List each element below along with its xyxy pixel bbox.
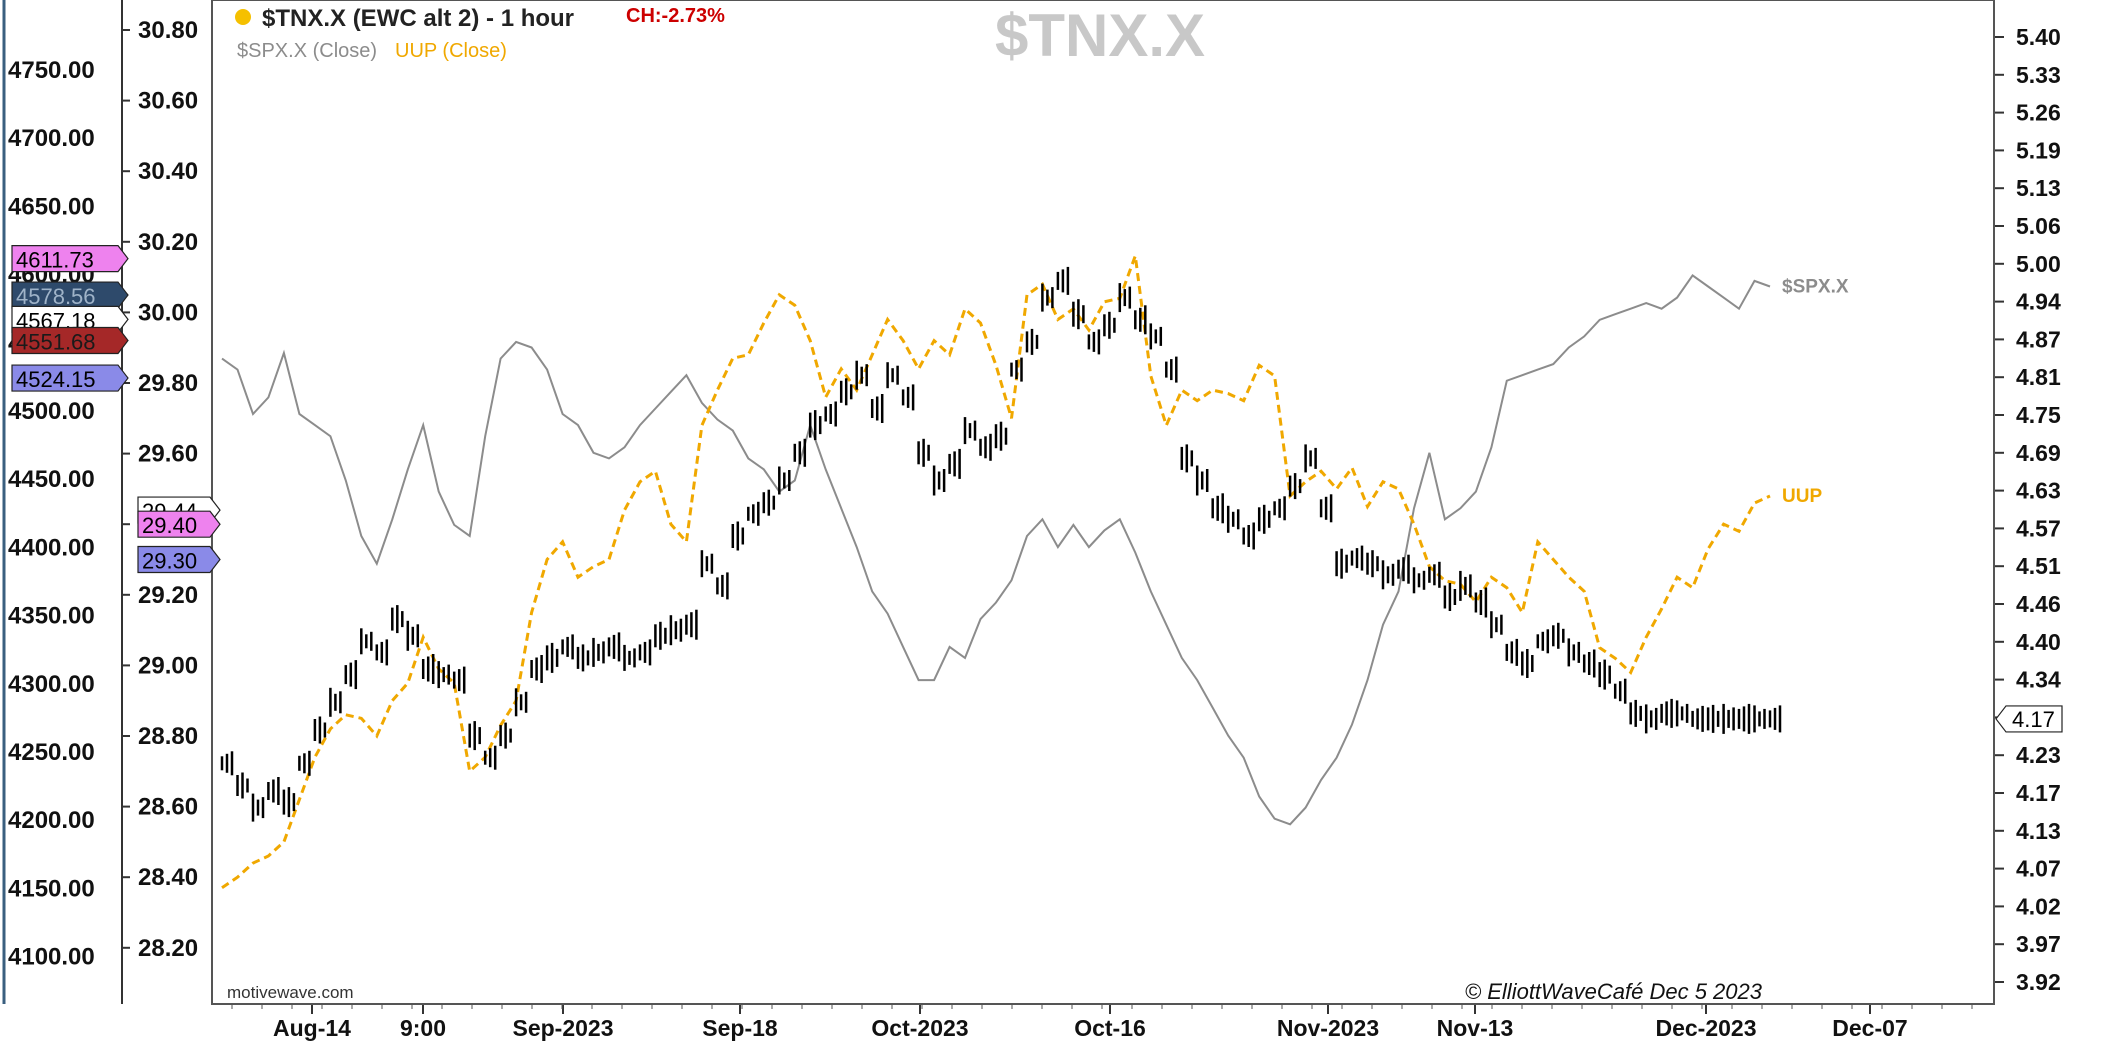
left-inner-tick-label: 29.20 <box>138 582 198 609</box>
right-tick-label: 4.46 <box>2016 591 2061 617</box>
left-inner-tick-label: 30.40 <box>138 158 198 185</box>
right-tick-label: 5.33 <box>2016 62 2061 88</box>
right-tick-label: 4.69 <box>2016 440 2061 466</box>
x-tick-label: Dec-07 <box>1832 1015 1907 1041</box>
left-outer-tick-label: 4300.00 <box>8 671 95 698</box>
right-last-value-tag <box>1995 705 2063 733</box>
left-inner-tick-label: 30.80 <box>138 17 198 44</box>
right-price-axis[interactable]: 5.40 5.33 5.26 5.19 5.13 5.06 5.00 4.94 4.87 4.81… <box>1994 24 2061 995</box>
legend-uup[interactable]: UUP (Close) <box>395 40 507 62</box>
left-inner-value-tag-label: 29.30 <box>142 549 197 574</box>
left-inner-tick-label: 28.60 <box>138 794 198 821</box>
right-last-value-tag-label: 4.17 <box>2012 707 2055 732</box>
left-inner-value-tag <box>137 545 221 574</box>
uup-end-label: UUP <box>1782 486 1822 507</box>
right-tick-label: 4.57 <box>2016 515 2061 541</box>
right-tick-label: 4.75 <box>2016 402 2061 428</box>
right-tick-label: 3.97 <box>2016 931 2061 957</box>
left-outer-tick-label: 4350.00 <box>8 603 95 630</box>
left-outer-value-tag <box>11 281 129 309</box>
left-inner-tick-label: 29.80 <box>138 370 198 397</box>
left-inner-tick-label: 28.20 <box>138 935 198 962</box>
left-outer-tick-label: 4150.00 <box>8 875 95 902</box>
spx-end-label: $SPX.X <box>1782 276 1849 297</box>
symbol-status-dot <box>235 9 251 25</box>
series-layer: $SPX.X UUP <box>220 255 1849 890</box>
left-inner-value-tag <box>137 510 221 538</box>
left-outer-tick-label: 4100.00 <box>8 944 95 971</box>
left-outer-value-tag-label: 4611.73 <box>16 248 94 273</box>
x-tick-label: Aug-14 <box>273 1015 351 1041</box>
left-outer-tick-label: 4650.00 <box>8 193 95 220</box>
right-tick-label: 5.26 <box>2016 100 2061 126</box>
value-tags-layer: 4611.734578.564567.184551.684524.1529.44… <box>11 245 2063 733</box>
left-inner-tick-label: 30.00 <box>138 299 198 326</box>
left-inner-tick-label: 30.60 <box>138 88 198 115</box>
left-outer-tick-label: 4450.00 <box>8 466 95 493</box>
right-tick-label: 5.00 <box>2016 251 2061 277</box>
left-outer-value-tag <box>11 326 129 355</box>
right-tick-label: 4.87 <box>2016 326 2061 352</box>
left-outer-tick-label: 4250.00 <box>8 739 95 766</box>
left-outer-value-tag-label: 4578.56 <box>16 284 96 309</box>
left-inner-tick-label: 28.80 <box>138 723 198 750</box>
legend-spx[interactable]: $SPX.X (Close) <box>237 40 377 62</box>
right-tick-label: 5.13 <box>2016 175 2061 201</box>
x-tick-label: Nov-2023 <box>1277 1015 1379 1041</box>
right-tick-label: 5.19 <box>2016 137 2061 163</box>
right-tick-label: 4.17 <box>2016 780 2061 806</box>
left-inner-tick-label: 29.00 <box>138 652 198 679</box>
right-tick-label: 4.13 <box>2016 818 2061 844</box>
right-tick-label: 4.40 <box>2016 629 2061 655</box>
left-outer-tick-label: 4400.00 <box>8 534 95 561</box>
left-inner-tick-label: 29.60 <box>138 441 198 468</box>
left-outer-value-tag-label: 4524.15 <box>16 367 96 392</box>
x-tick-label: Sep-18 <box>702 1015 778 1041</box>
left-inner-tick-label: 28.40 <box>138 864 198 891</box>
x-tick-label: Oct-16 <box>1074 1015 1146 1041</box>
watermark-symbol: $TNX.X <box>995 2 1205 69</box>
left-outer-tick-label: 4700.00 <box>8 125 95 152</box>
x-tick-label: Dec-2023 <box>1655 1015 1756 1041</box>
right-tick-label: 4.07 <box>2016 856 2061 882</box>
right-tick-label: 5.40 <box>2016 24 2061 50</box>
right-tick-label: 5.06 <box>2016 213 2061 239</box>
right-tick-label: 4.94 <box>2016 289 2061 315</box>
x-tick-label: Sep-2023 <box>512 1015 613 1041</box>
left-outer-value-tag <box>11 364 129 392</box>
series-spx-line <box>221 273 1771 826</box>
chart-title[interactable]: $TNX.X (EWC alt 2) - 1 hour <box>262 5 574 32</box>
left-outer-tick-label: 4750.00 <box>8 57 95 84</box>
change-percent: CH:-2.73% <box>626 5 725 27</box>
right-tick-label: 4.81 <box>2016 364 2061 390</box>
x-tick-label: Nov-13 <box>1437 1015 1514 1041</box>
copyright-label: © ElliottWaveCafé Dec 5 2023 <box>1465 979 1763 1004</box>
left-inner-value-tag-label: 29.40 <box>142 513 197 538</box>
left-outer-value-tag <box>11 245 129 273</box>
left-outer-tick-label: 4200.00 <box>8 807 95 834</box>
right-tick-label: 4.02 <box>2016 893 2061 919</box>
source-label[interactable]: motivewave.com <box>227 983 354 1002</box>
left-outer-tick-label: 4500.00 <box>8 398 95 425</box>
right-tick-label: 4.51 <box>2016 553 2061 579</box>
series-uup-line <box>221 255 1771 890</box>
right-tick-label: 4.23 <box>2016 742 2061 768</box>
right-tick-label: 4.63 <box>2016 478 2061 504</box>
left-outer-value-tag-label: 4551.68 <box>16 330 96 355</box>
right-tick-label: 4.34 <box>2016 667 2061 693</box>
right-tick-label: 3.92 <box>2016 969 2061 995</box>
x-tick-label: 9:00 <box>400 1015 446 1041</box>
x-tick-label: Oct-2023 <box>871 1015 968 1041</box>
left-inner-tick-label: 30.20 <box>138 229 198 256</box>
